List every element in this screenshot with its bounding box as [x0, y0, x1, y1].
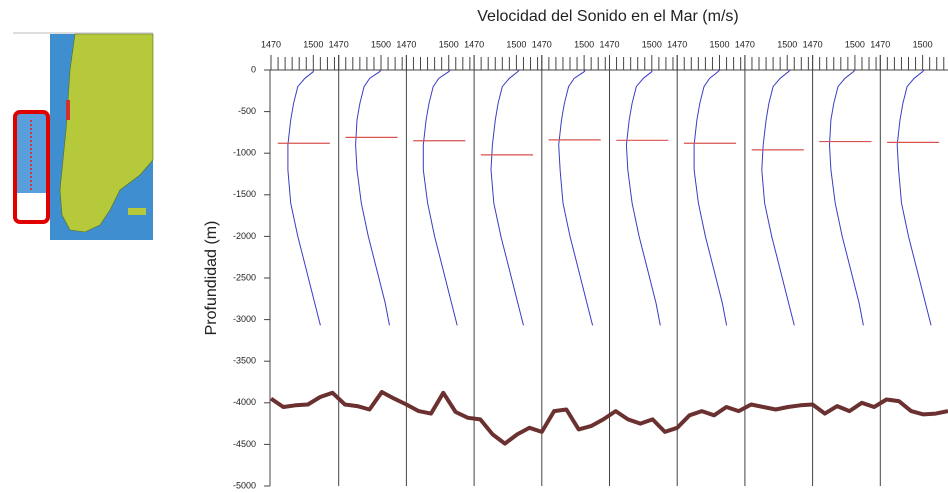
sound-speed-profile [896, 69, 932, 326]
x-tick-label: 1500 [574, 39, 594, 49]
sound-speed-profile [490, 69, 524, 326]
chart-title: Velocidad del Sonido en el Mar (m/s) [477, 8, 738, 25]
x-tick-label: 1470 [396, 39, 416, 49]
sound-speed-profile [355, 69, 390, 326]
x-tick-label: 1470 [599, 39, 619, 49]
y-tick-label: 0 [251, 64, 256, 74]
y-tick-label: -1500 [233, 189, 256, 199]
x-tick-label: 1470 [667, 39, 687, 49]
map-island [128, 208, 146, 215]
sound-speed-profile [558, 69, 594, 326]
y-tick-label: -3000 [233, 314, 256, 324]
x-tick-label: 1500 [642, 39, 662, 49]
x-tick-label: 1470 [532, 39, 552, 49]
x-tick-label: 1470 [803, 39, 823, 49]
y-tick-label: -1000 [233, 148, 256, 158]
x-tick-label: 1500 [371, 39, 391, 49]
sound-speed-profile [828, 69, 864, 326]
y-tick-label: -4000 [233, 397, 256, 407]
sound-speed-profile [287, 70, 321, 326]
map-marker [66, 100, 70, 120]
x-tick-label: 1470 [329, 39, 349, 49]
y-tick-label: -4500 [233, 439, 256, 449]
y-tick-label: -2500 [233, 272, 256, 282]
y-tick-label: -2000 [233, 231, 256, 241]
sound-speed-profile [422, 69, 458, 326]
map-highlight [13, 110, 50, 224]
x-tick-label: 1470 [261, 39, 281, 49]
x-tick-label: 1470 [735, 39, 755, 49]
x-tick-label: 1470 [870, 39, 890, 49]
x-tick-label: 1500 [709, 39, 729, 49]
location-map [13, 32, 154, 240]
x-tick-label: 1500 [913, 39, 933, 49]
sound-speed-profile [761, 69, 795, 326]
x-tick-label: 1500 [303, 39, 323, 49]
y-tick-label: -3500 [233, 356, 256, 366]
y-tick-label: -5000 [233, 480, 256, 490]
x-tick-label: 1500 [777, 39, 797, 49]
x-tick-label: 1500 [506, 39, 526, 49]
sound-speed-profile [693, 69, 728, 326]
sound-speed-profile [625, 70, 661, 326]
x-tick-label: 1470 [464, 39, 484, 49]
x-tick-label: 1500 [439, 39, 459, 49]
y-axis-label: Profundidad (m) [203, 221, 220, 336]
y-tick-label: -500 [238, 106, 256, 116]
x-tick-label: 1500 [845, 39, 865, 49]
bathymetry [269, 390, 948, 446]
